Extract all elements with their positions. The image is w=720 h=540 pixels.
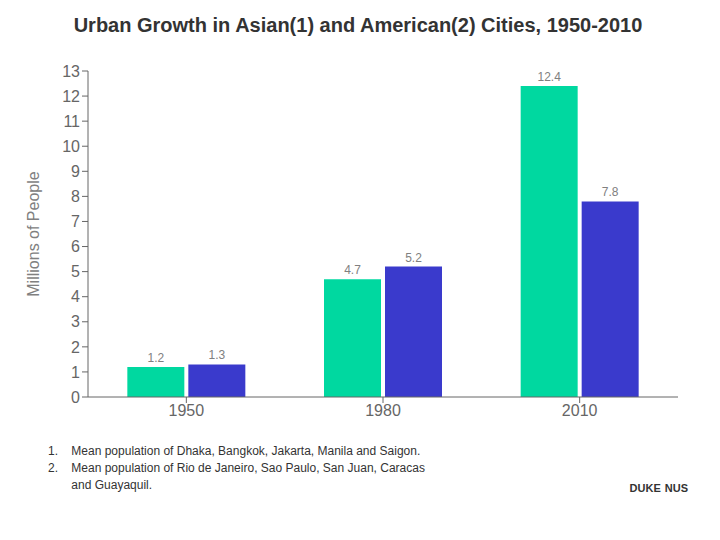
svg-text:3: 3 xyxy=(71,313,80,330)
svg-text:0: 0 xyxy=(71,389,80,406)
svg-text:1.2: 1.2 xyxy=(147,351,164,365)
svg-text:5: 5 xyxy=(71,263,80,280)
html-text:Urban Growth in Asian(1) and A: Urban Growth in Asian(1) and American(2)… xyxy=(73,14,643,36)
svg-text:1: 1 xyxy=(71,364,80,381)
svg-text:2010: 2010 xyxy=(562,402,598,419)
svg-text:11: 11 xyxy=(63,113,80,130)
html-text:2. Mean population of Rio de J: 2. Mean population of Rio de Janeiro, Sa… xyxy=(48,461,425,475)
svg-text:1980: 1980 xyxy=(365,402,401,419)
svg-text:6: 6 xyxy=(71,238,80,255)
html-text:1. Mean population of Dhaka, B: 1. Mean population of Dhaka, Bangkok, Ja… xyxy=(48,444,421,458)
svg-text:9: 9 xyxy=(71,163,80,180)
svg-text:7.8: 7.8 xyxy=(602,185,619,199)
html-text:and Guayaquil.: and Guayaquil. xyxy=(48,478,153,492)
svg-text:12: 12 xyxy=(62,88,80,105)
svg-text:13: 13 xyxy=(62,63,80,80)
svg-text:1950: 1950 xyxy=(169,402,205,419)
svg-text:8: 8 xyxy=(71,188,80,205)
svg-text:7: 7 xyxy=(71,213,80,230)
svg-text:10: 10 xyxy=(62,138,80,155)
html-text:DUKE NUS: DUKE NUS xyxy=(629,482,688,494)
svg-text:2: 2 xyxy=(71,339,80,356)
svg-text:1.3: 1.3 xyxy=(208,348,225,362)
svg-text:12.4: 12.4 xyxy=(537,70,561,84)
svg-text:4: 4 xyxy=(71,288,80,305)
svg-text:4.7: 4.7 xyxy=(344,263,361,277)
svg-text:Millions of People: Millions of People xyxy=(25,171,42,297)
svg-text:5.2: 5.2 xyxy=(405,251,422,265)
